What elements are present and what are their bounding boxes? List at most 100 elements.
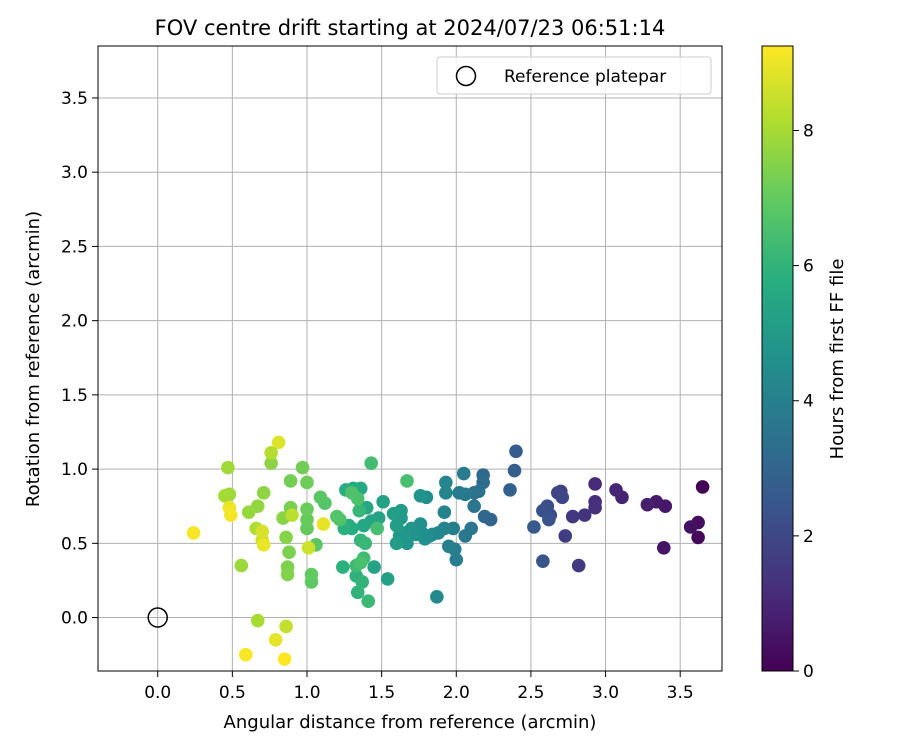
grid-lines — [98, 46, 722, 671]
data-point — [477, 509, 492, 524]
data-point — [300, 512, 314, 527]
data-point — [458, 529, 473, 543]
data-point — [234, 558, 249, 573]
data-point — [330, 509, 344, 524]
data-point — [452, 486, 467, 500]
y-tick-label: 0.5 — [61, 534, 88, 554]
colorbar-ticks: 0 2 4 6 8 — [793, 121, 814, 682]
data-point — [268, 633, 283, 647]
data-point — [509, 444, 523, 459]
data-point — [283, 474, 298, 488]
x-tick-label: 1.5 — [368, 683, 395, 703]
data-point — [186, 526, 201, 540]
data-point — [285, 508, 299, 522]
data-point — [316, 517, 331, 531]
data-point — [221, 460, 235, 475]
data-point — [250, 613, 265, 628]
colorbar: 0 2 4 6 8 Hours from first FF file — [761, 45, 848, 682]
data-point — [507, 463, 522, 478]
data-point — [577, 508, 592, 522]
data-point — [277, 652, 292, 666]
data-point — [439, 475, 453, 490]
data-point — [301, 540, 316, 555]
colorbar-label: Hours from first FF file — [827, 259, 848, 460]
data-point — [364, 456, 378, 470]
data-point — [256, 486, 271, 500]
data-point — [456, 466, 471, 481]
plot-frame — [97, 45, 723, 672]
data-points — [186, 435, 710, 666]
colorbar-tick-label: 0 — [803, 662, 814, 682]
y-tick-label: 2.5 — [61, 237, 88, 257]
chart-title: FOV centre drift starting at 2024/07/23 … — [155, 16, 666, 40]
data-point — [656, 540, 671, 555]
data-point — [256, 538, 271, 552]
data-point — [389, 518, 404, 533]
colorbar-tick-label: 6 — [803, 257, 814, 277]
y-axis-label: Rotation from reference (arcmin) — [23, 211, 44, 507]
data-point — [386, 506, 401, 521]
data-point — [355, 575, 370, 589]
y-tick-label: 2.0 — [61, 312, 88, 332]
data-point — [437, 505, 452, 519]
data-point — [558, 529, 573, 543]
data-point — [280, 567, 295, 582]
y-axis-ticks: 0.0 0.5 1.0 1.5 2.0 2.5 3.0 3.5 — [61, 89, 98, 629]
data-point — [300, 475, 314, 490]
data-point — [295, 460, 310, 475]
x-axis-label: Angular distance from reference (arcmin) — [224, 712, 597, 733]
data-point — [356, 518, 371, 533]
data-point — [449, 552, 464, 567]
data-point — [282, 545, 296, 560]
data-point — [264, 456, 278, 470]
data-point — [571, 558, 586, 573]
y-tick-label: 1.5 — [61, 386, 88, 406]
data-point — [350, 585, 365, 600]
data-point — [367, 560, 381, 574]
x-axis-ticks: 0.0 0.5 1.0 1.5 2.0 2.5 3.0 3.5 — [144, 671, 694, 703]
data-point — [640, 497, 655, 512]
x-tick-label: 1.0 — [293, 683, 320, 703]
data-point — [380, 572, 395, 586]
data-point — [695, 480, 710, 494]
data-point — [313, 490, 328, 505]
data-point — [536, 554, 550, 568]
data-point — [609, 483, 623, 497]
data-point — [352, 503, 367, 518]
data-point — [279, 530, 293, 545]
y-tick-label: 3.5 — [61, 89, 88, 109]
data-point — [442, 539, 456, 554]
data-point — [413, 489, 428, 503]
data-point — [241, 505, 256, 519]
x-tick-label: 3.0 — [592, 683, 619, 703]
data-point — [527, 520, 541, 534]
data-point — [555, 490, 570, 505]
y-tick-label: 0.0 — [61, 609, 88, 629]
data-point — [344, 486, 359, 500]
data-point — [255, 524, 270, 539]
y-tick-label: 1.0 — [61, 460, 88, 480]
data-point — [271, 435, 286, 450]
data-point — [279, 619, 293, 634]
data-point — [304, 567, 319, 582]
data-point — [565, 509, 580, 524]
data-point — [336, 560, 350, 574]
data-point — [300, 502, 314, 516]
x-tick-label: 0.0 — [144, 683, 171, 703]
data-point — [224, 508, 238, 522]
x-tick-label: 2.5 — [517, 683, 544, 703]
data-point — [683, 520, 698, 534]
y-tick-label: 3.0 — [61, 163, 88, 183]
data-point — [588, 477, 602, 491]
data-point — [218, 489, 232, 503]
x-tick-label: 2.0 — [443, 683, 470, 703]
data-point — [691, 530, 705, 545]
data-point — [376, 494, 390, 509]
data-point — [353, 555, 368, 570]
data-point — [467, 499, 481, 514]
legend-box — [436, 56, 712, 95]
colorbar-tick-label: 8 — [803, 121, 814, 141]
reference-marker-layer — [147, 607, 168, 628]
colorbar-tick-label: 2 — [803, 527, 814, 547]
